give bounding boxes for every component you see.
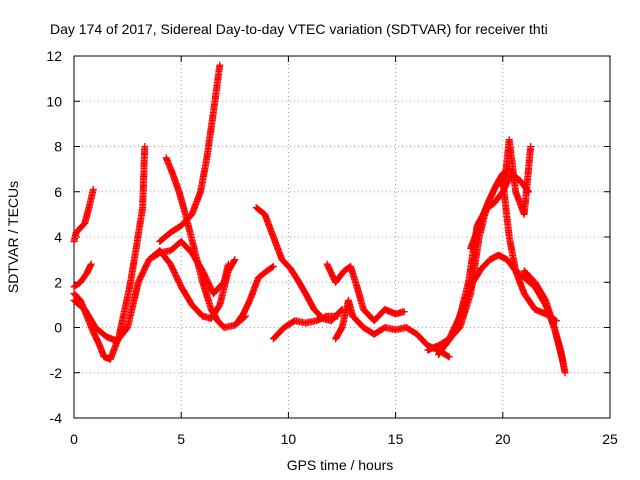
- series-markers: [145, 247, 239, 322]
- series-markers: [332, 296, 453, 361]
- series-10: [269, 312, 342, 343]
- series-12: [332, 296, 453, 361]
- series-16: [467, 136, 535, 252]
- data-series: [70, 61, 569, 377]
- series-8: [252, 204, 346, 325]
- y-tick-label: -4: [50, 410, 63, 426]
- y-tick-label: 0: [54, 320, 62, 336]
- y-axis-label: SDTVAR / TECUs: [5, 181, 21, 293]
- y-tick-label: 6: [54, 184, 62, 200]
- series-17: [499, 176, 560, 325]
- x-tick-label: 0: [70, 431, 78, 447]
- series-7: [156, 61, 224, 245]
- series-9: [233, 262, 277, 327]
- series-markers: [156, 61, 224, 245]
- x-tick-label: 5: [177, 431, 185, 447]
- y-tick-label: 8: [54, 139, 62, 155]
- series-markers: [520, 267, 569, 377]
- series-6: [145, 247, 239, 322]
- series-11: [323, 260, 408, 325]
- x-tick-label: 25: [602, 431, 618, 447]
- x-tick-label: 15: [388, 431, 404, 447]
- grid-lines: [74, 56, 610, 418]
- series-markers: [70, 186, 97, 245]
- series-3: [70, 143, 149, 363]
- y-tick-label: 2: [54, 274, 62, 290]
- series-markers: [233, 262, 277, 327]
- series-markers: [467, 136, 535, 252]
- series-2: [70, 260, 95, 291]
- x-axis-label: GPS time / hours: [287, 457, 394, 473]
- series-1: [70, 186, 97, 245]
- series-markers: [269, 312, 342, 343]
- axis-ticks: 0 5 10 15 20 25 -4 -2 0 2 4 6 8 10 12: [46, 48, 618, 447]
- series-markers: [70, 143, 149, 363]
- chart-title: Day 174 of 2017, Sidereal Day-to-day VTE…: [50, 21, 548, 37]
- y-tick-label: 4: [54, 229, 62, 245]
- x-tick-label: 20: [495, 431, 511, 447]
- series-markers: [252, 204, 346, 325]
- y-tick-label: -2: [50, 365, 63, 381]
- series-markers: [499, 176, 560, 325]
- y-tick-label: 12: [46, 48, 62, 64]
- y-tick-label: 10: [46, 93, 62, 109]
- series-markers: [70, 260, 95, 291]
- x-tick-label: 10: [281, 431, 297, 447]
- series-18: [520, 267, 569, 377]
- series-markers: [323, 260, 408, 325]
